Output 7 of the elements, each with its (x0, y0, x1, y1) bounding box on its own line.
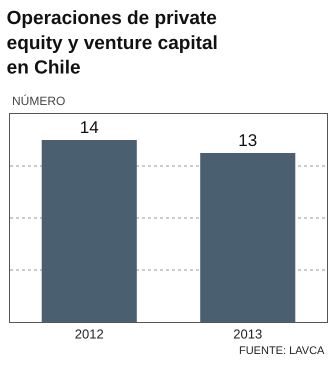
chart-title: Operaciones de private equity y venture capital en Chile (6, 8, 218, 79)
data-label: 14 (80, 118, 99, 137)
x-tick-label: 2012 (74, 326, 104, 342)
data-label: 13 (238, 131, 258, 150)
x-tick-label: 2013 (233, 326, 262, 342)
y-axis-title: NÚMERO (12, 94, 66, 108)
source-note: FUENTE: LAVCA (239, 345, 326, 357)
